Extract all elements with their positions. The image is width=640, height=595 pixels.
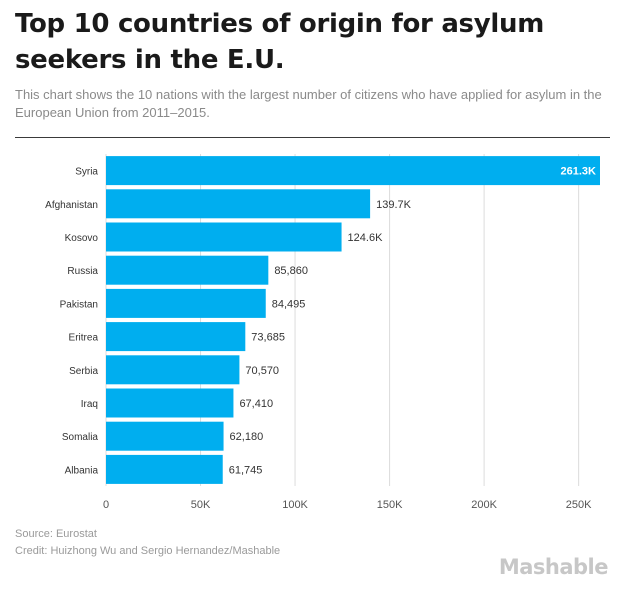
value-label: 139.7K [376, 199, 412, 211]
category-label: Afghanistan [45, 200, 98, 211]
x-tick-label: 0 [103, 499, 109, 511]
bar [106, 189, 371, 219]
mashable-logo: Mashable [498, 555, 609, 579]
bar-chart: 0 50K 100K 150K 200K 250K Syria 261.3K Afghanist… [45, 154, 600, 511]
x-tick-label: 200K [471, 499, 497, 511]
value-label: 85,860 [274, 265, 308, 277]
chart-subtitle: This chart shows the 10 nations with the… [15, 87, 602, 120]
credit-note: Credit: Huizhong Wu and Sergio Hernandez… [15, 545, 281, 557]
x-tick-label: 150K [377, 499, 403, 511]
value-label: 61,745 [229, 464, 263, 476]
bar [106, 454, 223, 484]
category-label: Russia [67, 266, 98, 277]
bar [106, 222, 342, 252]
category-label: Iraq [81, 399, 98, 410]
source-note: Source: Eurostat [15, 528, 97, 540]
bar [106, 255, 269, 285]
value-label: 67,410 [239, 398, 273, 410]
value-label: 70,570 [245, 365, 279, 377]
value-label: 73,685 [251, 332, 285, 344]
chart-title: Top 10 countries of origin for asylum se… [15, 9, 544, 75]
category-label: Kosovo [65, 233, 99, 244]
value-label: 62,180 [230, 431, 264, 443]
bar [106, 322, 246, 352]
x-tick-label: 50K [191, 499, 211, 511]
category-label: Albania [65, 465, 99, 476]
bar [106, 388, 234, 418]
x-tick-label: 250K [566, 499, 592, 511]
value-label: 124.6K [348, 232, 384, 244]
value-label: 261.3K [561, 166, 597, 178]
value-label: 84,495 [272, 298, 306, 310]
category-label: Somalia [62, 432, 99, 443]
bar [106, 156, 600, 186]
category-label: Pakistan [60, 299, 98, 310]
bar [106, 421, 224, 451]
category-label: Serbia [69, 366, 98, 377]
title-divider [15, 137, 610, 138]
category-label: Eritrea [69, 333, 99, 344]
x-tick-label: 100K [282, 499, 308, 511]
bar [106, 355, 240, 385]
category-label: Syria [75, 167, 98, 178]
bar [106, 288, 266, 318]
